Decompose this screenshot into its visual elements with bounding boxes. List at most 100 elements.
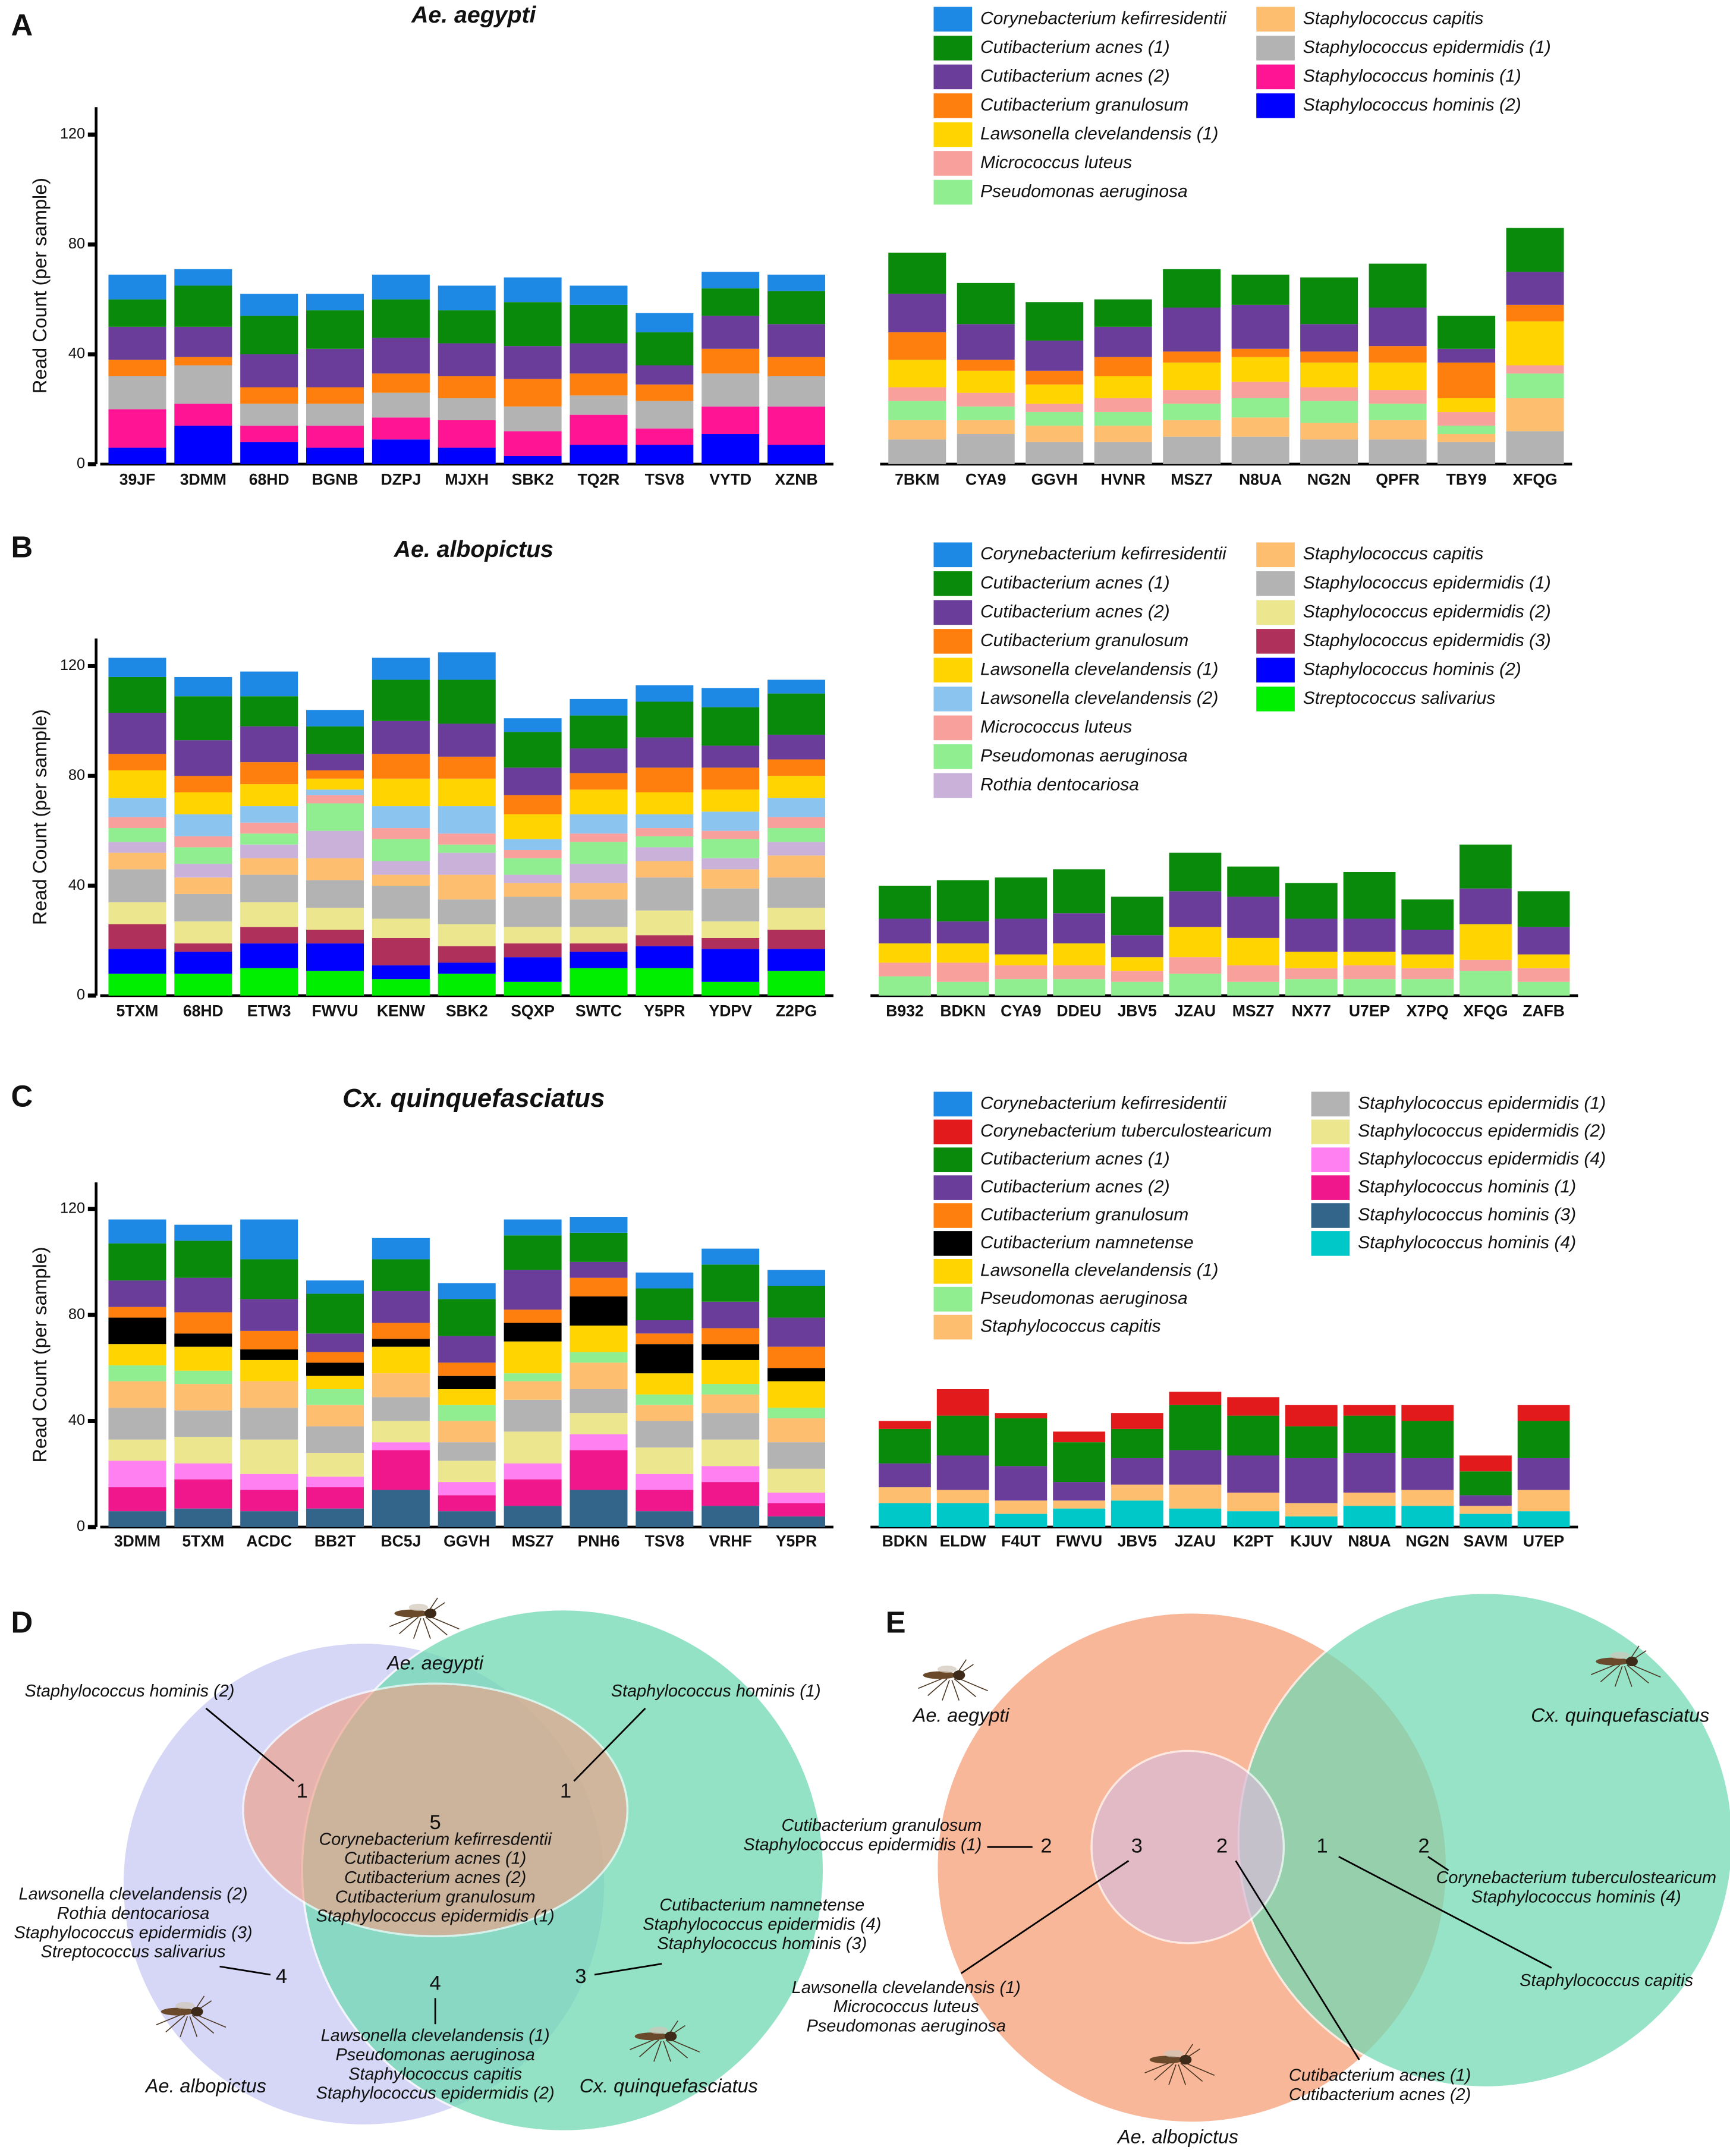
legend-label: Cutibacterium acnes (2) (980, 66, 1170, 86)
bar-segment (306, 1426, 364, 1453)
legend-label: Staphylococcus hominis (1) (1303, 66, 1521, 86)
legend-swatch (1256, 542, 1295, 568)
bar-segment (702, 1248, 760, 1265)
bar-segment (1053, 1500, 1105, 1509)
bar-segment (1343, 1492, 1396, 1506)
x-tick-label: N8UA (1348, 1532, 1391, 1550)
legend-swatch (1311, 1119, 1350, 1145)
bar-segment (1227, 937, 1280, 966)
bar-segment (570, 748, 628, 773)
bar-segment (1169, 927, 1222, 958)
bar-segment (240, 404, 298, 426)
bar-segment (174, 921, 232, 944)
bar-segment (636, 685, 694, 702)
bar-segment (1401, 968, 1454, 980)
y-tick-label: 80 (68, 1306, 85, 1323)
x-tick-label: GGVH (1031, 471, 1078, 489)
x-tick-label: BC5J (380, 1532, 421, 1550)
bar-segment (768, 1368, 826, 1381)
bar-segment (438, 420, 496, 448)
bar-segment (1227, 981, 1280, 996)
bar-segment (1094, 398, 1152, 413)
bar-segment (636, 313, 694, 333)
region-count: 3 (575, 1965, 586, 1988)
bar-segment (504, 874, 562, 883)
legend-label: Pseudomonas aeruginosa (980, 181, 1188, 201)
bar-segment (636, 1421, 694, 1448)
bar-segment (702, 981, 760, 996)
bar-segment (438, 1362, 496, 1376)
region-count: 1 (560, 1780, 571, 1802)
x-tick-label: KENW (377, 1002, 426, 1020)
bar-segment (1231, 357, 1289, 382)
legend-swatch (933, 1258, 973, 1284)
panel-label: D (11, 1605, 33, 1639)
bar-segment (306, 908, 364, 930)
bar-segment (504, 839, 562, 851)
bar-segment (1053, 913, 1105, 944)
bar-segment (240, 426, 298, 442)
bar-segment (306, 1376, 364, 1389)
bar-segment (768, 324, 826, 357)
bar-segment (438, 778, 496, 807)
bar-segment (1227, 866, 1280, 897)
bar-segment (636, 737, 694, 768)
legend-label: Micrococcus luteus (980, 153, 1132, 172)
legend-label: Staphylococcus capitis (1303, 544, 1484, 564)
bar-segment (888, 294, 946, 333)
bar-segment (1401, 1405, 1454, 1421)
bar-segment (372, 806, 430, 829)
bar-segment (108, 869, 166, 902)
legend-label: Cutibacterium granulosum (980, 631, 1188, 650)
bar-segment (174, 740, 232, 776)
region-count: 4 (429, 1972, 441, 1994)
bar-segment (504, 814, 562, 839)
bar-segment (936, 1415, 989, 1456)
bar-segment (174, 792, 232, 814)
set-label: Ae. aegypti (912, 1704, 1010, 1726)
bar-segment (306, 448, 364, 464)
bar-segment (570, 1450, 628, 1490)
bar-segment (372, 1339, 430, 1347)
bar-segment (1094, 376, 1152, 398)
bar-segment (174, 973, 232, 996)
bar-segment (1053, 1508, 1105, 1527)
bar-segment (570, 1217, 628, 1233)
bar-segment (702, 707, 760, 746)
bar-segment (372, 1323, 430, 1339)
y-tick-label: 0 (77, 987, 85, 1003)
leader-line (1427, 1856, 1449, 1871)
bar-segment (702, 1466, 760, 1483)
bar-segment (1111, 1500, 1163, 1527)
bar-segment (636, 1394, 694, 1405)
y-tick-label: 80 (68, 235, 85, 252)
bar-segment (768, 291, 826, 325)
bar-segment (768, 1408, 826, 1419)
bar-segment (108, 1307, 166, 1318)
bar-segment (1506, 304, 1564, 322)
bar-segment (1111, 1428, 1163, 1458)
legend-swatch (1311, 1147, 1350, 1172)
bar-segment (174, 864, 232, 878)
region-member: Cutibacterium acnes (2) (1289, 2085, 1471, 2104)
bar-segment (240, 943, 298, 968)
bar-segment (174, 1463, 232, 1480)
region-member: Staphylococcus hominis (2) (25, 1682, 235, 1701)
bar-segment (1343, 1405, 1396, 1416)
bar-segment (240, 902, 298, 927)
bar-segment (1285, 1426, 1338, 1458)
bar-segment (306, 348, 364, 388)
legend-swatch (933, 687, 973, 712)
bar-segment (1343, 871, 1396, 919)
bar-segment (1300, 401, 1358, 423)
legend-swatch (933, 36, 973, 61)
bar-segment (1401, 899, 1454, 930)
bar-segment (504, 406, 562, 432)
bar-segment (570, 1490, 628, 1527)
region-count: 3 (1131, 1834, 1143, 1857)
bar-segment (1111, 957, 1163, 971)
bar-segment (174, 269, 232, 286)
x-tick-label: NX77 (1292, 1002, 1331, 1020)
leader-line (205, 1707, 295, 1782)
bar-segment (438, 310, 496, 344)
